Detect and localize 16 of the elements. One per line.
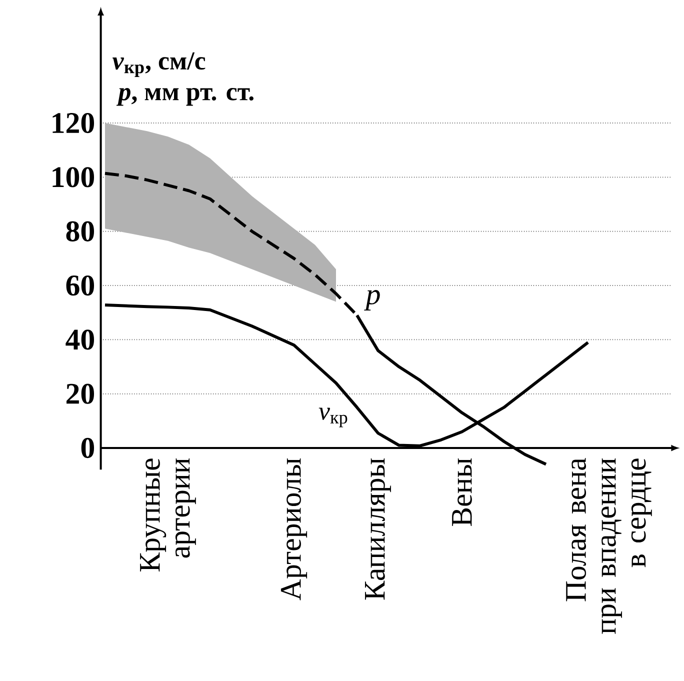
x-tick-label: Артериолы (280, 458, 308, 600)
y-tick-label: 40 (66, 330, 94, 350)
y-tick-label: 100 (52, 167, 94, 188)
x-tick-label: Вены (452, 458, 472, 526)
y-tick-label: 20 (66, 384, 94, 404)
y-tick-label: 0 (81, 438, 94, 458)
series-label: p (364, 290, 380, 310)
y-tick-label: 120 (52, 112, 94, 134)
x-tick-label: Капилляры (365, 458, 391, 600)
x-tick-label: Крупные артерии (140, 458, 196, 572)
y-tick-label: 60 (66, 275, 94, 296)
y-axis-title: v$_{кр}$, см/с (112, 52, 206, 77)
annotation: p, мм рт. ст. (116, 88, 254, 106)
y-tick-label: 80 (66, 221, 94, 242)
x-tick-label: Полая вена при впадении в сердце (566, 458, 652, 634)
series-label: v$_{кр}$ (318, 408, 348, 428)
